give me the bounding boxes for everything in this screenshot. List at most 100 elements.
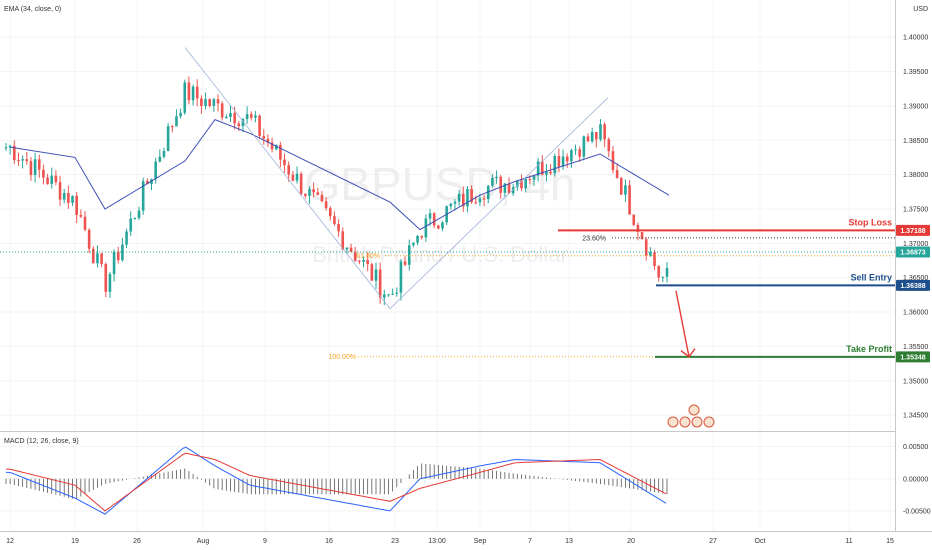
candle-body [349, 247, 353, 253]
candle-body [603, 124, 606, 140]
candle-body [129, 218, 133, 232]
time-axis[interactable]: 12 19 26 Aug 9 16 23 13:00 Sep 7 13 20 27 Oct 11 15 [0, 531, 932, 546]
fib-zigzag [184, 47, 609, 310]
event-flag-icon[interactable] [667, 416, 679, 428]
candle-body [62, 193, 66, 200]
event-flag-icon[interactable] [688, 404, 700, 416]
candle-body [665, 267, 669, 277]
time-tick-label: 12 [6, 538, 14, 545]
candle-body [470, 189, 473, 203]
candle-body [628, 185, 631, 215]
candle-body [8, 145, 12, 148]
candle-body [333, 216, 336, 225]
candle-body [399, 261, 403, 293]
candle-body [283, 159, 286, 166]
candle-body [179, 112, 182, 117]
candle-body [615, 170, 619, 178]
time-tick-label: 19 [71, 538, 79, 545]
candle-body [528, 178, 532, 180]
candle-body [225, 116, 228, 118]
candle-body [216, 99, 220, 104]
candle-body [482, 198, 486, 200]
candle-body [574, 149, 577, 151]
candle-body [133, 217, 137, 219]
candle-body [108, 274, 112, 292]
price-axis[interactable]: USD 1.40000 1.39500 1.39000 1.38500 1.38000 1… [895, 0, 932, 531]
fib-23-label: 23.60% [582, 235, 606, 242]
candle-body [661, 276, 665, 278]
candle-body [175, 116, 178, 127]
candle-body [170, 126, 174, 128]
candle-body [590, 132, 594, 142]
candle-body [387, 294, 390, 296]
candle-body [83, 216, 87, 230]
candle-body [195, 86, 199, 99]
candle-body [499, 176, 503, 193]
candle-body [266, 138, 270, 143]
candle-body [607, 139, 611, 152]
candle-body [474, 202, 478, 204]
candle-body [37, 159, 41, 170]
macd-tick-label: 0.00000 [903, 476, 928, 483]
candle-body [212, 99, 216, 106]
candle-body [141, 181, 145, 211]
candle-body [557, 156, 561, 167]
candle-body [565, 156, 569, 162]
price-tick-label: 1.40000 [903, 35, 928, 42]
time-tick-label: 9 [263, 538, 267, 545]
candle-body [653, 252, 656, 266]
time-tick-label: Aug [197, 538, 210, 545]
fib-61-label: 61.80% [356, 253, 380, 260]
candle-body [125, 231, 128, 245]
take-profit-price: 1.35348 [900, 354, 925, 361]
candle-body [92, 248, 95, 264]
candle-body [403, 261, 407, 265]
event-flag-icon[interactable] [679, 416, 691, 428]
price-candles [4, 76, 669, 306]
candle-body [79, 214, 83, 217]
time-tick-label: 13:00 [428, 538, 446, 545]
candle-body [640, 232, 644, 240]
candle-body [337, 224, 340, 232]
candle-body [578, 149, 581, 157]
candle-body [457, 193, 461, 202]
candle-body [13, 145, 16, 161]
time-tick-label: Oct [755, 538, 766, 545]
event-flag-icon[interactable] [703, 416, 715, 428]
candle-body [328, 208, 332, 217]
candle-body [503, 183, 507, 193]
sell-entry-label: Sell Entry [850, 272, 892, 282]
candle-body [532, 175, 536, 180]
candle-body [491, 177, 494, 186]
candle-body [507, 183, 511, 194]
event-flag-icon[interactable] [691, 416, 703, 428]
candle-body [200, 98, 203, 107]
candle-body [187, 82, 191, 101]
price-tick-label: 1.37000 [903, 241, 928, 248]
candle-body [121, 244, 124, 261]
candle-body [112, 251, 116, 275]
candle-body [536, 161, 540, 176]
candle-body [254, 115, 257, 118]
economic-events[interactable] [667, 404, 715, 428]
candle-body [516, 180, 519, 188]
candle-body [320, 194, 324, 202]
candle-body [540, 161, 544, 175]
candle-body [432, 213, 436, 226]
ema-indicator-label[interactable]: EMA (34, close, 0) [4, 6, 61, 13]
current-price: 1.36873 [900, 250, 925, 257]
macd-indicator-label[interactable]: MACD (12, 26, close, 9) [4, 438, 79, 445]
stop-loss-price: 1.37188 [900, 228, 925, 235]
candle-body [154, 161, 157, 180]
time-tick-label: 11 [845, 538, 852, 545]
candle-body [595, 132, 598, 140]
candle-body [374, 269, 378, 281]
candle-body [582, 136, 586, 157]
candle-body [424, 218, 428, 238]
candle-body [586, 136, 590, 142]
price-tick-label: 1.38000 [903, 172, 928, 179]
candle-body [370, 264, 374, 281]
price-tick-label: 1.35500 [903, 344, 928, 351]
candle-body [42, 169, 45, 178]
